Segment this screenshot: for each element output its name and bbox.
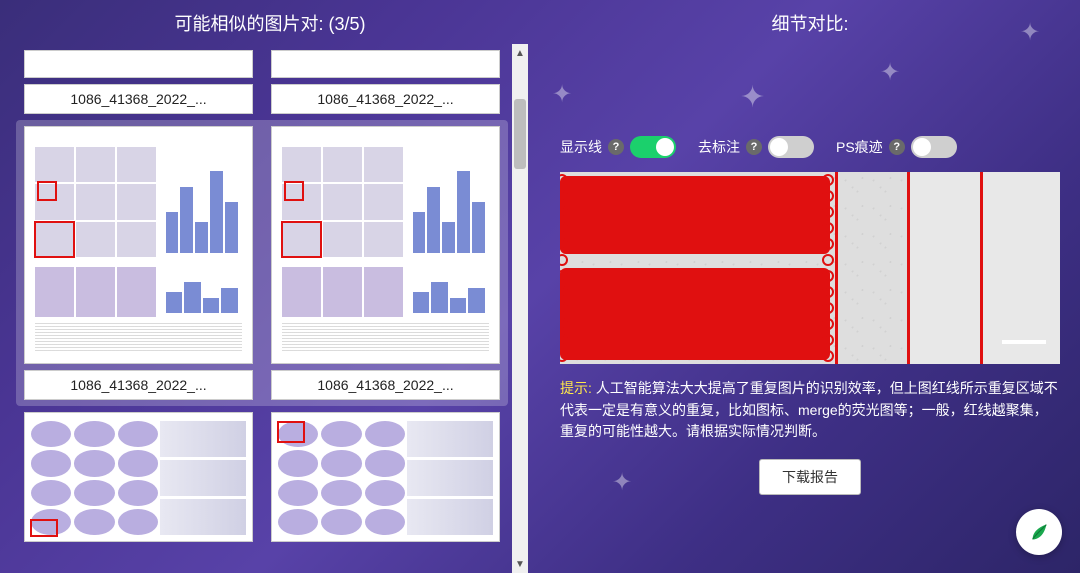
help-icon[interactable]: ? — [889, 139, 905, 155]
scroll-down-icon[interactable]: ▼ — [512, 555, 528, 573]
scroll-up-icon[interactable]: ▲ — [512, 44, 528, 62]
thumb-image[interactable] — [271, 412, 500, 542]
toggle-show-lines[interactable] — [630, 136, 676, 158]
detail-title: 细节对比: — [560, 0, 1060, 44]
help-fab[interactable] — [1016, 509, 1062, 555]
hint-text: 提示: 人工智能算法大大提高了重复图片的识别效率，但上图红线所示重复区域不代表一… — [560, 378, 1060, 443]
hint-key: 提示: — [560, 380, 592, 396]
pair-total: 5 — [350, 14, 360, 34]
toggle-bar: 显示线 ? 去标注 ? PS痕迹 ? — [560, 136, 1060, 158]
file-label: 1086_41368_2022_... — [271, 370, 500, 400]
pair-row[interactable] — [16, 406, 508, 548]
thumb-image[interactable] — [271, 126, 500, 364]
toggle-ps-trace[interactable] — [911, 136, 957, 158]
scrollbar-thumb[interactable] — [514, 99, 526, 169]
help-icon[interactable]: ? — [746, 139, 762, 155]
file-label: 1086_41368_2022_... — [271, 84, 500, 114]
similar-pairs-title: 可能相似的图片对: (3/5) — [0, 0, 540, 44]
download-report-button[interactable]: 下载报告 — [759, 459, 861, 495]
similar-pairs-panel: 可能相似的图片对: (3/5) 1086_41368_2022_... 1086… — [0, 0, 540, 573]
title-prefix: 可能相似的图片对: — [174, 14, 328, 34]
toggle-label-showlines: 显示线 — [560, 137, 602, 157]
file-label: 1086_41368_2022_... — [24, 370, 253, 400]
thumb-image[interactable] — [24, 412, 253, 542]
pair-row-selected[interactable]: 1086_41368_2022_... — [16, 120, 508, 406]
detail-compare-panel: 细节对比: 显示线 ? 去标注 ? PS痕迹 ? — [540, 0, 1080, 573]
toggle-remove-annot[interactable] — [768, 136, 814, 158]
thumb-image[interactable] — [271, 50, 500, 78]
leaf-icon — [1028, 521, 1050, 543]
help-icon[interactable]: ? — [608, 139, 624, 155]
file-label: 1086_41368_2022_... — [24, 84, 253, 114]
pair-index: 3 — [334, 14, 344, 34]
toggle-label-pstrace: PS痕迹 — [836, 137, 883, 157]
detail-comparison-image[interactable] — [560, 172, 1060, 364]
thumb-image[interactable] — [24, 50, 253, 78]
hint-body: 人工智能算法大大提高了重复图片的识别效率，但上图红线所示重复区域不代表一定是有意… — [560, 380, 1058, 439]
toggle-label-removeannot: 去标注 — [698, 137, 740, 157]
scrollbar[interactable]: ▲ ▼ — [512, 44, 528, 573]
scale-bar — [1002, 340, 1046, 344]
thumb-image[interactable] — [24, 126, 253, 364]
pair-row[interactable]: 1086_41368_2022_... 1086_41368_2022_... — [16, 44, 508, 120]
